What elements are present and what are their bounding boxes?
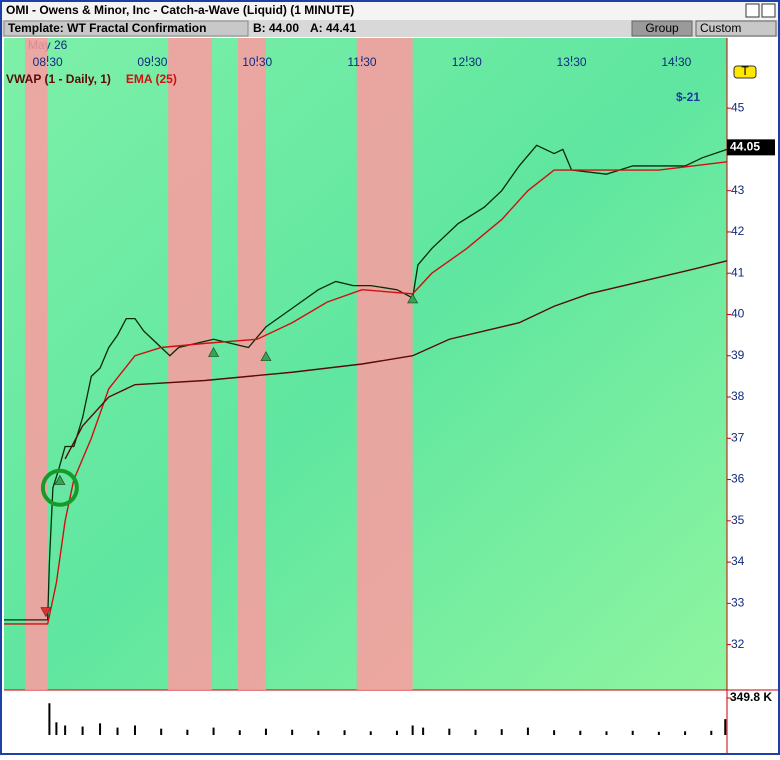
highlight-circle [40,468,79,507]
volume-bar [474,729,477,735]
y-tick-label: 37 [731,430,745,444]
y-tick-label: 34 [731,554,745,568]
volume-bar [186,729,189,735]
volume-bar [64,725,67,735]
volume-bar [264,728,267,735]
window-title: OMI - Owens & Minor, Inc - Catch-a-Wave … [6,3,354,17]
volume-bar [422,727,425,735]
volume-bar [710,730,713,735]
volume-bar [160,728,163,735]
volume-bar [657,731,660,735]
signal-marker [260,351,272,362]
x-tick-label: 08:30 [33,55,63,69]
y-tick-label: 33 [731,596,745,610]
volume-bar [317,730,320,735]
template-label: Template: WT Fractal Confirmation [8,21,206,35]
volume-bar [212,727,215,735]
volume-bar [238,730,241,735]
x-tick-label: 11:30 [347,55,376,69]
signal-band [24,38,48,690]
custom-button[interactable] [695,20,777,37]
volume-bar [448,728,451,735]
volume-bar [605,731,608,735]
volume-bar [724,719,727,735]
indicator-line [4,161,728,625]
signal-band [168,38,212,690]
y-tick-label: 39 [731,348,745,362]
signal-marker [208,347,220,357]
y-tick-label: 36 [731,472,745,486]
volume-bar [116,727,119,735]
y-tick-label: 42 [731,224,745,238]
y-tick-label: 35 [731,513,745,527]
ask: A: 44.41 [310,21,356,35]
signal-band [238,38,266,690]
volume-bar [133,725,136,735]
volume-bar [553,730,556,735]
restore-button[interactable] [745,3,760,18]
legend-entry: EMA (25) [126,72,177,86]
bid: B: 44.00 [253,21,299,35]
volume-bar [81,726,84,735]
price-line [4,144,728,621]
x-tick-label: 14:30 [661,55,691,69]
volume-bar [291,729,294,735]
signal-marker [407,293,419,304]
legend-entry: VWAP (1 - Daily, 1) [6,72,111,86]
y-tick-label: 32 [731,637,745,651]
y-tick-label: 45 [731,100,745,114]
volume-bar [579,730,582,735]
volume-bar [684,731,687,735]
x-tick-label: 12:30 [452,55,482,69]
volume-tick-label: 349.8 K [730,690,772,704]
y-tick-label: 38 [731,389,745,403]
volume-bar [55,722,58,735]
close-button[interactable] [761,3,776,18]
button-label: Custom [700,21,741,35]
volume-bar [99,723,102,735]
y-tick-label: 43 [731,183,745,197]
volume-bar [631,730,634,735]
last-price-label: 44.05 [730,140,760,154]
volume-bar [526,727,529,735]
volume-bar [48,703,51,735]
signal-marker [40,607,52,618]
indicator-line [64,260,728,460]
volume-bar [369,731,372,735]
title-bar [2,2,778,20]
tag-label: T [741,64,749,78]
group-button[interactable] [631,20,693,37]
volume-bar [343,730,346,735]
x-tick-label: 09:30 [137,55,167,69]
x-tick-label: 10:30 [242,55,272,69]
x-tick-label: 13:30 [557,55,587,69]
last-price-box [727,139,775,156]
y-tick-label: 41 [731,265,745,279]
signal-marker [54,474,66,485]
tag-box [733,65,757,79]
button-label: Group [645,21,679,35]
volume-bar [500,729,503,735]
pnl-label: $-21 [676,90,700,104]
volume-bar [411,725,414,735]
volume-bar [395,730,398,735]
y-tick-label: 40 [731,307,745,321]
template-dropdown[interactable] [3,20,249,37]
